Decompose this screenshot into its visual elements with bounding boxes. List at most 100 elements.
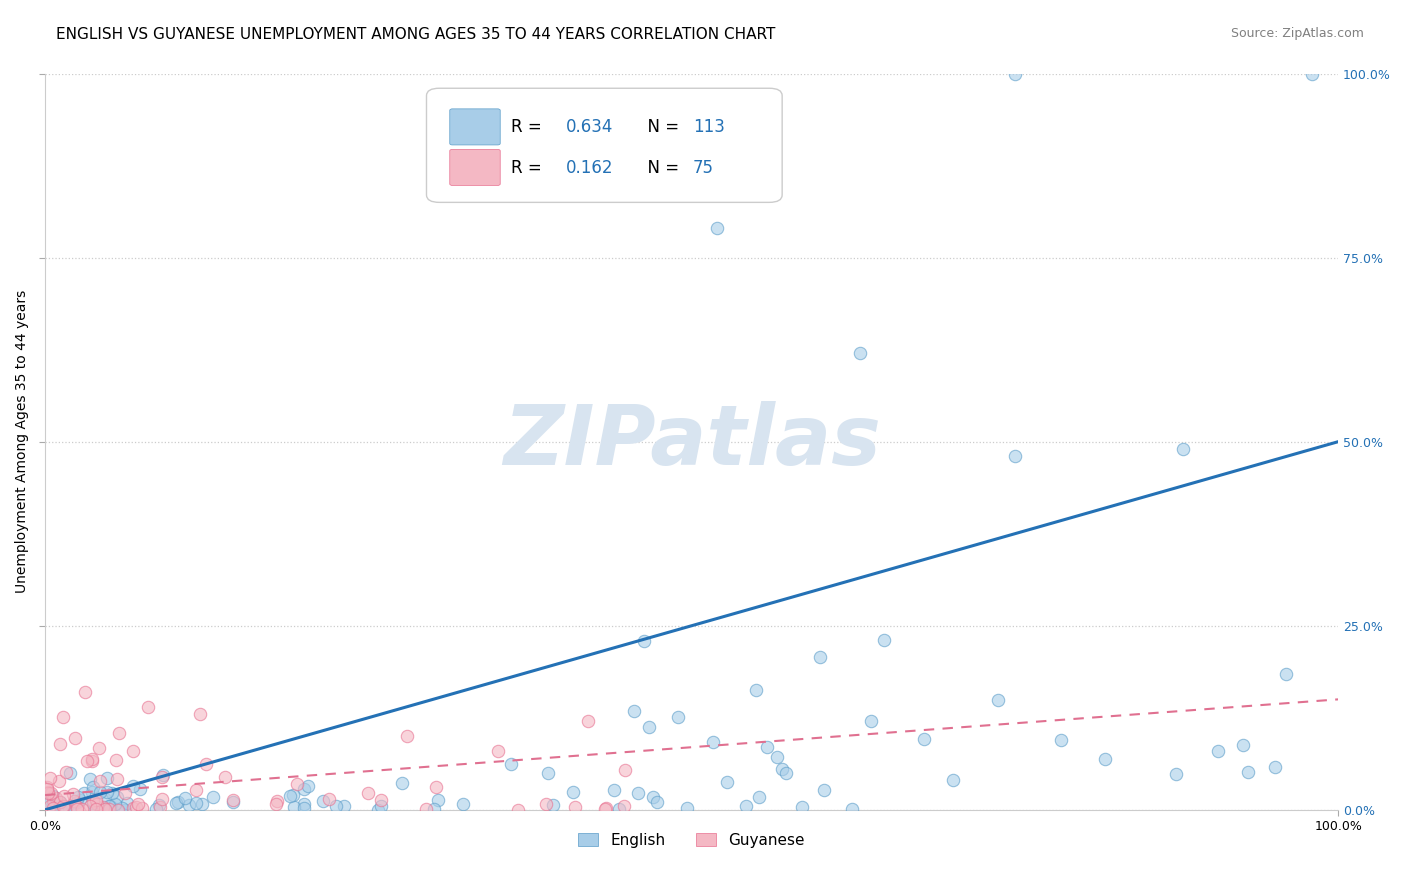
Point [127, 797, 149, 812]
Text: ENGLISH VS GUYANESE UNEMPLOYMENT AMONG AGES 35 TO 44 YEARS CORRELATION CHART: ENGLISH VS GUYANESE UNEMPLOYMENT AMONG A… [56, 27, 776, 42]
Point [506, 803, 529, 817]
Point [396, 729, 419, 743]
Point [872, 632, 894, 647]
Point [278, 789, 301, 803]
Point [138, 699, 160, 714]
Point [748, 790, 770, 805]
Point [1164, 767, 1187, 781]
Point [122, 779, 145, 793]
Point [89, 785, 111, 799]
Point [79, 772, 101, 786]
Legend: English, Guyanese: English, Guyanese [572, 826, 811, 854]
Point [48, 773, 70, 788]
Point [35, 782, 58, 797]
Point [65, 802, 87, 816]
Point [150, 770, 173, 784]
Point [942, 773, 965, 788]
Point [186, 782, 208, 797]
Point [614, 763, 637, 777]
Point [37, 796, 59, 810]
Text: ZIPatlas: ZIPatlas [503, 401, 880, 483]
Point [770, 762, 793, 776]
Point [860, 714, 883, 729]
Point [281, 788, 304, 802]
Text: R =: R = [510, 119, 547, 136]
Text: N =: N = [637, 159, 685, 177]
Point [114, 786, 136, 800]
Point [602, 783, 624, 797]
Point [576, 714, 599, 729]
Point [264, 797, 287, 811]
Point [60, 798, 83, 813]
Point [912, 732, 935, 747]
Point [49, 737, 72, 751]
Point [1049, 733, 1071, 747]
Point [105, 772, 128, 786]
Point [775, 766, 797, 780]
Point [637, 720, 659, 734]
Point [292, 797, 315, 811]
Point [370, 793, 392, 807]
Point [318, 792, 340, 806]
Point [107, 803, 129, 817]
Point [93, 802, 115, 816]
Point [48, 795, 70, 809]
Point [745, 683, 768, 698]
Point [292, 801, 315, 815]
Point [765, 749, 787, 764]
Point [115, 796, 138, 810]
Point [813, 783, 835, 797]
Point [451, 797, 474, 811]
Point [37, 784, 59, 798]
Point [486, 744, 509, 758]
Point [93, 791, 115, 805]
Point [65, 731, 87, 745]
Point [1236, 764, 1258, 779]
Point [45, 791, 67, 805]
Point [167, 795, 190, 809]
Point [292, 781, 315, 796]
Point [190, 797, 212, 811]
Point [415, 802, 437, 816]
Point [848, 346, 870, 360]
Point [42, 800, 65, 814]
Point [105, 789, 128, 804]
Point [70, 802, 93, 816]
Point [149, 800, 172, 814]
Point [367, 803, 389, 817]
Point [42, 792, 65, 806]
Point [150, 792, 173, 806]
Point [188, 707, 211, 722]
Point [202, 790, 225, 805]
Point [676, 801, 699, 815]
FancyBboxPatch shape [426, 88, 782, 202]
Point [111, 801, 134, 815]
Point [706, 221, 728, 235]
Point [627, 786, 650, 800]
Point [53, 799, 76, 814]
Point [564, 800, 586, 814]
Point [55, 764, 77, 779]
Point [80, 752, 103, 766]
Point [91, 800, 114, 814]
Point [82, 785, 104, 799]
Point [39, 786, 62, 800]
Point [595, 801, 617, 815]
Text: 75: 75 [693, 159, 714, 177]
Text: N =: N = [637, 119, 685, 136]
Point [69, 793, 91, 807]
Point [283, 800, 305, 814]
Point [35, 780, 58, 794]
Point [62, 787, 84, 801]
Point [194, 756, 217, 771]
Point [131, 800, 153, 814]
Point [80, 754, 103, 768]
Point [104, 753, 127, 767]
Point [537, 766, 560, 780]
Point [716, 774, 738, 789]
Point [222, 793, 245, 807]
Point [623, 704, 645, 718]
Point [66, 795, 89, 809]
Point [49, 796, 72, 810]
Point [666, 710, 689, 724]
